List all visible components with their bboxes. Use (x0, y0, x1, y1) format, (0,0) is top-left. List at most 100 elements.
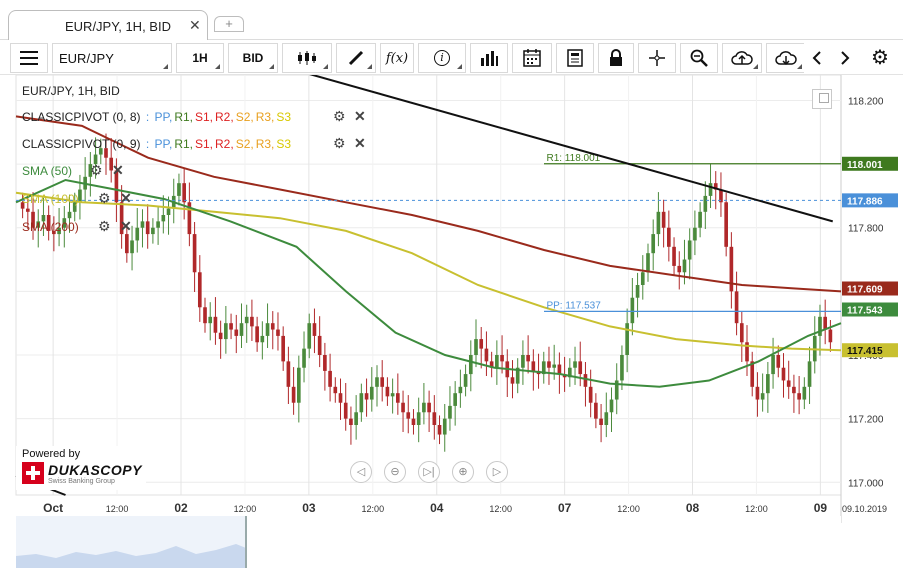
navigator-strip[interactable] (16, 516, 841, 568)
nav-scroll-back-button[interactable]: ◁ (350, 461, 372, 483)
candle-body (594, 402, 598, 419)
pivot-1-settings-icon[interactable]: ⚙ (333, 108, 346, 124)
sma100-line (15, 191, 842, 352)
candle-body (724, 202, 728, 247)
price-box (842, 156, 898, 171)
pivot-1-name: CLASSICPIVOT (0, 8) (22, 110, 141, 124)
candle-body (651, 234, 656, 254)
sma200-line (15, 115, 842, 293)
candle-body (427, 402, 431, 413)
candle-body (474, 339, 478, 355)
sma50-close-icon[interactable]: ✕ (112, 162, 124, 178)
sma200-close-icon[interactable]: ✕ (120, 218, 132, 234)
volume-button[interactable] (470, 43, 508, 73)
tab-eurjpy[interactable]: EUR/JPY, 1H, BID ✕ (8, 10, 208, 40)
candle-body (250, 316, 254, 327)
price-box (842, 193, 898, 208)
pivot-1-s2: S2, (235, 110, 254, 124)
candle-body (614, 380, 619, 400)
powered-by-text: Powered by (22, 448, 81, 460)
candle-body (72, 202, 77, 212)
pivot-1-close-icon[interactable]: ✕ (354, 108, 366, 124)
settings-button[interactable]: ⚙ (866, 43, 894, 73)
price-axis (841, 75, 903, 523)
period-select[interactable]: 1H (176, 43, 224, 73)
candle-body (406, 412, 411, 419)
candle-body (177, 183, 181, 196)
popout-icon (819, 93, 829, 103)
crosshair-button[interactable] (638, 43, 676, 73)
x-tick-label: 12:00 (617, 504, 640, 514)
pivot-2-s2: S2, (235, 137, 254, 151)
lock-button[interactable] (598, 43, 634, 73)
drawing-tools-button[interactable] (336, 43, 376, 73)
candle-body (161, 215, 166, 222)
nav-scroll-forward-button[interactable]: ▷ (486, 461, 508, 483)
candle-body (739, 323, 744, 343)
candle-body (656, 211, 661, 235)
price-chart[interactable]: 118.200118.000117.800117.600117.400117.2… (0, 75, 903, 568)
tab-close-icon[interactable]: ✕ (189, 17, 201, 33)
candle-body (255, 326, 259, 343)
caret-icon (323, 64, 328, 69)
scroll-right-button[interactable] (832, 43, 858, 73)
zoom-button[interactable] (680, 43, 718, 73)
candle-body (354, 412, 358, 425)
candle-body (640, 272, 645, 285)
chevron-right-icon (841, 51, 850, 65)
candle-body (281, 335, 286, 362)
brand-name: DUKASCOPY (48, 462, 142, 478)
chart-type-button[interactable] (282, 43, 332, 73)
sma200-settings-icon[interactable]: ⚙ (98, 218, 111, 234)
report-button[interactable] (556, 43, 594, 73)
candle-body (620, 355, 624, 381)
candle-body (437, 425, 442, 435)
x-tick-label: 12:00 (489, 504, 512, 514)
price-box-label: 117.415 (847, 346, 883, 357)
bar-chart-icon (481, 51, 498, 66)
info-button[interactable]: i (418, 43, 466, 73)
instrument-select[interactable]: EUR/JPY (52, 43, 172, 73)
r1-level-label: R1: 118.001 (546, 153, 600, 164)
caret-icon (797, 64, 802, 69)
sma100-close-icon[interactable]: ✕ (120, 190, 132, 206)
candle-body (698, 211, 702, 228)
candle-body (547, 361, 551, 368)
pp-level-label: PP: 117.537 (546, 300, 601, 311)
sma50-settings-icon[interactable]: ⚙ (90, 162, 103, 178)
sma100-settings-icon[interactable]: ⚙ (98, 190, 111, 206)
pivot-2-close-icon[interactable]: ✕ (354, 135, 366, 151)
download-button[interactable] (766, 43, 806, 73)
nav-zoom-out-button[interactable]: ⊖ (384, 461, 406, 483)
nav-zoom-in-button[interactable]: ⊕ (452, 461, 474, 483)
tab-bar: EUR/JPY, 1H, BID ✕ + (0, 0, 903, 40)
side-select[interactable]: BID (228, 43, 278, 73)
candle-body (349, 418, 353, 425)
indicators-button[interactable]: f(x) (380, 43, 414, 73)
x-tick-label: 12:00 (106, 504, 129, 514)
calendar-button[interactable] (512, 43, 552, 73)
candle-body (719, 189, 723, 203)
plot-area (15, 75, 842, 496)
nav-latest-button[interactable]: ▷| (418, 461, 440, 483)
scroll-left-button[interactable] (804, 43, 830, 73)
add-tab-button[interactable]: + (214, 16, 244, 32)
candle-body (401, 402, 405, 413)
candle-body (510, 377, 515, 384)
candle-body (515, 367, 520, 384)
candle-body (119, 202, 124, 235)
x-tick-label: 12:00 (745, 504, 768, 514)
pivot-2-settings-icon[interactable]: ⚙ (333, 135, 346, 151)
candle-body (36, 221, 41, 228)
tab-title: EUR/JPY, 1H, BID (65, 19, 171, 34)
x-tick-label: 09 (814, 501, 828, 515)
candle-body (333, 386, 338, 394)
upload-button[interactable] (722, 43, 762, 73)
candle-body (797, 393, 801, 400)
popout-button[interactable] (812, 89, 832, 109)
x-tick-label: 12:00 (362, 504, 385, 514)
candle-body (218, 332, 223, 340)
candle-body (416, 412, 421, 425)
menu-button[interactable] (10, 43, 48, 73)
candle-body (432, 412, 437, 425)
